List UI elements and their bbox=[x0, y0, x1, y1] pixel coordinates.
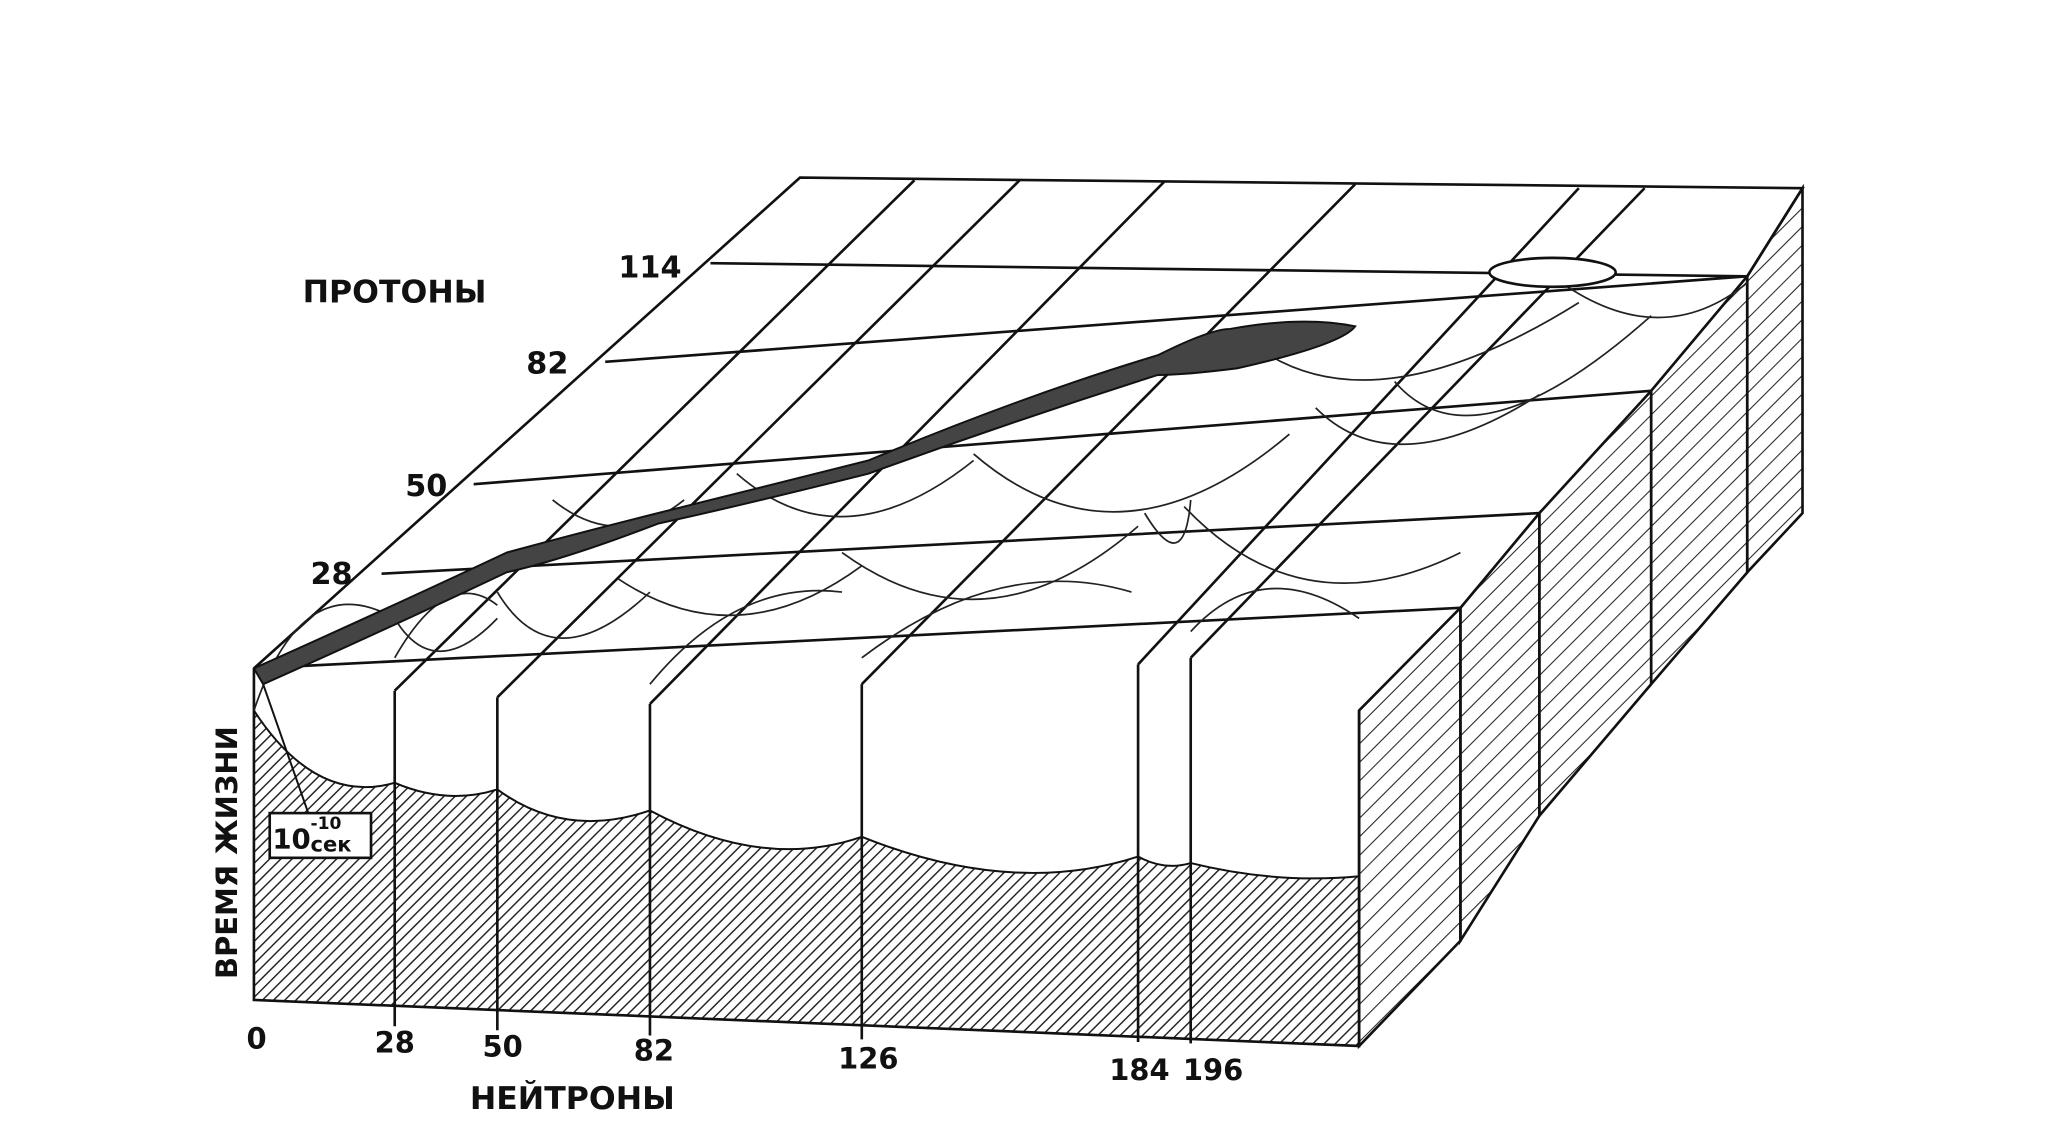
marker-base: 10 bbox=[272, 823, 310, 856]
side-face bbox=[1459, 509, 1541, 946]
stability-ridge bbox=[252, 320, 1357, 686]
proton-tick: 28 bbox=[311, 557, 353, 592]
proton-axis-title: ПРОТОНЫ bbox=[303, 275, 487, 311]
side-face bbox=[1649, 272, 1749, 688]
neutron-tick: 50 bbox=[482, 1030, 522, 1064]
block-outline bbox=[252, 176, 1805, 1048]
surface-arcs bbox=[393, 275, 1748, 652]
proton-tick: 114 bbox=[618, 251, 681, 286]
front-verticals bbox=[393, 657, 1193, 1044]
neutron-tick: 196 bbox=[1183, 1053, 1243, 1087]
side-face bbox=[1357, 604, 1462, 1050]
side-face bbox=[1538, 387, 1653, 820]
neutron-axis-title: НЕЙТРОНЫ bbox=[470, 1079, 675, 1117]
stability-island bbox=[1488, 256, 1617, 289]
proton-grid bbox=[381, 261, 1748, 575]
neutron-tick: 82 bbox=[634, 1033, 674, 1067]
lifetime-axis-title: ВРЕМЯ ЖИЗНИ bbox=[210, 726, 244, 979]
front-hatching bbox=[252, 707, 1361, 1048]
side-face bbox=[1745, 183, 1804, 576]
neutron-grid bbox=[393, 179, 1646, 705]
neutron-tick: 28 bbox=[375, 1026, 415, 1060]
marker-unit: сек bbox=[311, 831, 352, 856]
proton-tick: 50 bbox=[405, 469, 447, 504]
marker-pointer bbox=[262, 683, 311, 817]
marker-exponent: -10 bbox=[311, 814, 342, 834]
neutron-tick: 184 bbox=[1109, 1053, 1169, 1087]
proton-tick: 82 bbox=[526, 347, 568, 382]
neutron-tick: 126 bbox=[838, 1041, 898, 1075]
neutron-tick: 0 bbox=[246, 1022, 266, 1056]
marker-box bbox=[268, 811, 373, 860]
block: 10 -10 сек ПРОТОНЫ 114 82 50 28 ВРЕМЯ ЖИ… bbox=[210, 176, 1805, 1117]
